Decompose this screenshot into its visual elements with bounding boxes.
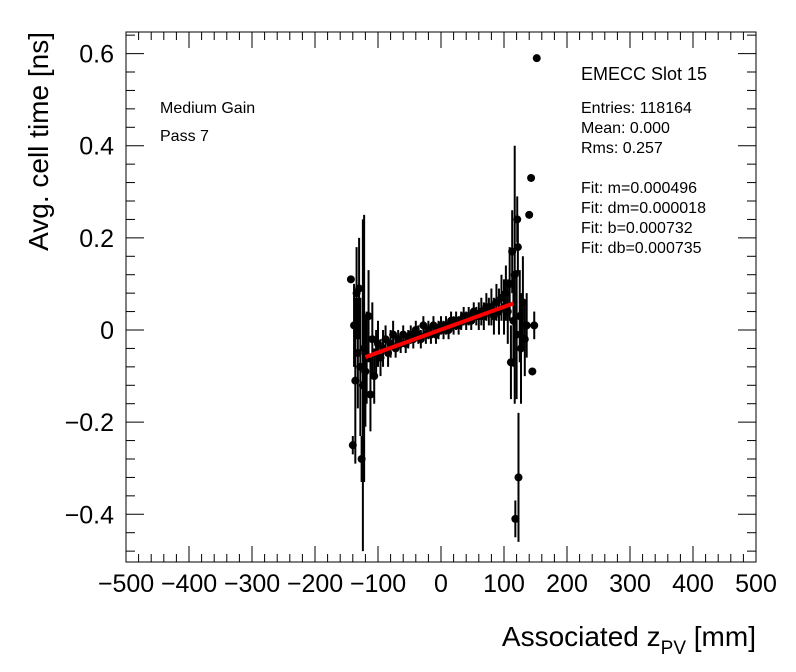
data-point <box>350 321 359 330</box>
gain-label: Medium Gain <box>160 100 255 117</box>
data-point <box>360 344 369 353</box>
data-point <box>513 215 522 224</box>
data-point <box>389 330 398 339</box>
data-point <box>518 298 527 307</box>
data-point <box>489 312 498 321</box>
chart-title: EMECC Slot 15 <box>581 64 707 84</box>
data-point <box>399 330 408 339</box>
data-point <box>513 243 522 252</box>
data-point <box>527 173 536 182</box>
data-point <box>370 372 379 381</box>
data-point <box>353 349 362 358</box>
data-point <box>514 473 523 482</box>
x-tick-label: 500 <box>735 570 777 598</box>
data-point <box>532 54 541 63</box>
data-point <box>510 270 519 279</box>
data-point <box>374 339 382 348</box>
data-point <box>366 390 375 399</box>
data-point <box>368 335 377 344</box>
data-point <box>505 279 514 288</box>
x-tick-labels: −500 −400 −300 −200 −100 0 100 200 300 400 500 <box>98 570 777 598</box>
data-point <box>525 210 534 219</box>
x-tick-label: 400 <box>672 570 714 598</box>
x-axis-title-unit: [mm] <box>686 621 756 652</box>
data-point <box>501 289 510 298</box>
data-point <box>515 312 524 321</box>
data-point <box>357 454 366 463</box>
x-tick-label: −100 <box>350 570 406 598</box>
y-tick-labels: −0.4 −0.2 0 0.2 0.4 0.6 <box>65 41 114 530</box>
data-point <box>509 316 518 325</box>
x-tick-label: 100 <box>483 570 525 598</box>
y-tick-label: 0.6 <box>79 41 114 69</box>
stats-mean: Mean: 0.000 <box>581 120 670 137</box>
fit-m: Fit: m=0.000496 <box>581 180 697 197</box>
fit-line <box>364 301 515 359</box>
data-point <box>503 307 512 316</box>
axis-ticks <box>125 32 757 562</box>
data-point <box>492 298 501 307</box>
x-tick-label: −500 <box>98 570 154 598</box>
x-axis-title-sub: PV <box>661 638 687 659</box>
data-point <box>506 358 515 367</box>
x-tick-label: −300 <box>224 570 280 598</box>
data-point <box>348 441 357 450</box>
data-point <box>355 284 364 293</box>
data-point <box>508 247 517 256</box>
data-point <box>517 344 526 353</box>
data-point <box>381 335 390 344</box>
y-tick-label: −0.2 <box>65 409 114 437</box>
x-axis-title: Associated zPV [mm] <box>502 621 756 659</box>
y-axis-title: Avg. cell time [ns] <box>23 32 54 251</box>
data-point <box>528 367 537 376</box>
y-tick-label: 0.2 <box>79 225 114 253</box>
data-point <box>364 312 373 321</box>
x-tick-label: 300 <box>609 570 651 598</box>
x-tick-label: 200 <box>546 570 588 598</box>
x-tick-label: −200 <box>287 570 343 598</box>
y-tick-label: −0.4 <box>65 501 114 529</box>
x-tick-label: −400 <box>161 570 217 598</box>
fit-dm: Fit: dm=0.000018 <box>581 200 706 217</box>
data-point <box>356 362 365 371</box>
y-tick-label: 0 <box>100 317 114 345</box>
data-point <box>512 330 521 339</box>
data-point <box>511 514 520 523</box>
data-point <box>429 321 438 330</box>
data-point <box>530 321 539 330</box>
x-tick-label: 0 <box>434 570 448 598</box>
data-point <box>376 353 385 362</box>
y-tick-label: 0.4 <box>79 133 114 161</box>
data-points <box>346 54 541 523</box>
x-axis-title-main: Associated z <box>502 621 661 652</box>
data-point <box>419 321 428 330</box>
data-point <box>522 321 531 330</box>
pass-label: Pass 7 <box>160 128 209 145</box>
data-point <box>346 275 355 284</box>
fit-b: Fit: b=0.000732 <box>581 220 693 237</box>
stats-entries: Entries: 118164 <box>581 100 692 117</box>
data-point <box>361 367 370 376</box>
data-point <box>351 376 360 385</box>
data-point <box>358 381 367 390</box>
fit-db: Fit: db=0.000735 <box>581 240 702 257</box>
stats-rms: Rms: 0.257 <box>581 140 663 157</box>
data-point <box>520 335 529 344</box>
